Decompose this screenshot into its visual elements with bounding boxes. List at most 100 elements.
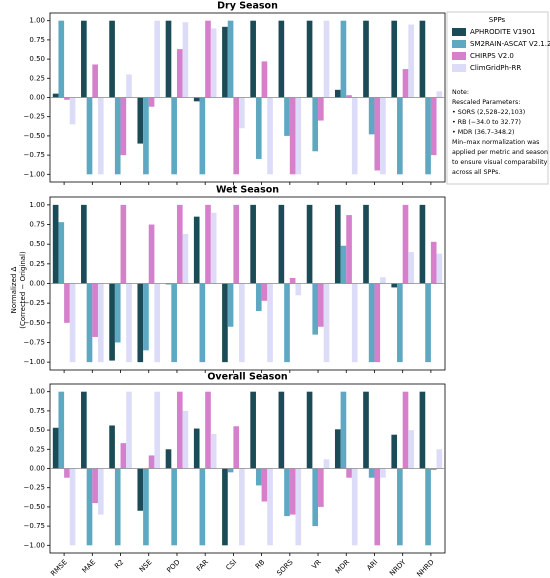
bar [312, 468, 319, 527]
y-tick-label: 0.00 [29, 280, 45, 288]
y-tick-label: 1.00 [29, 201, 45, 209]
bar [334, 204, 341, 284]
bar [397, 283, 403, 363]
bar [380, 277, 386, 284]
bar [261, 61, 268, 98]
bar [199, 283, 206, 363]
bar [114, 468, 121, 546]
bar [391, 434, 398, 469]
bar [109, 20, 115, 98]
bar [351, 283, 358, 363]
x-tick-label: R2 [113, 558, 125, 570]
note-line: • MDR (36.7–348.2) [452, 129, 514, 136]
bar [284, 283, 290, 363]
y-tick-label: −1.00 [24, 358, 45, 366]
x-tick-label: SORS [275, 558, 295, 578]
bar [154, 283, 161, 363]
x-tick-label: CSI [224, 558, 238, 572]
bar [182, 410, 189, 469]
bar [425, 468, 431, 546]
bar [109, 425, 115, 469]
bar [318, 97, 324, 121]
bar [148, 97, 155, 107]
bar [289, 468, 296, 515]
y-tick-label: −1.00 [24, 170, 45, 178]
bar [52, 204, 59, 284]
bar [193, 216, 200, 284]
bar [278, 204, 285, 284]
bar [148, 455, 155, 469]
bar [233, 97, 240, 175]
bar [250, 20, 256, 98]
bar [205, 204, 211, 284]
bar [143, 97, 149, 175]
bar [120, 97, 127, 156]
bar [199, 468, 206, 546]
x-tick-label: NSE [138, 558, 154, 574]
bar [165, 20, 172, 98]
bar [81, 20, 87, 98]
bar [222, 26, 228, 98]
bar [340, 20, 347, 98]
bar [233, 426, 240, 469]
bar [402, 69, 409, 98]
bar [97, 283, 104, 363]
bar [58, 20, 65, 98]
y-tick-label: 0.00 [29, 94, 45, 102]
bar [222, 283, 228, 363]
bar [114, 283, 121, 343]
bar [278, 20, 285, 98]
y-tick-label: 0.75 [29, 407, 45, 415]
bar [312, 97, 319, 152]
bar [436, 253, 443, 284]
y-tick-label: −0.50 [24, 132, 45, 140]
x-tick-label: NHRD [415, 558, 435, 578]
y-tick-label: 0.75 [29, 221, 45, 229]
bar [176, 204, 183, 284]
bar [368, 283, 375, 363]
bar [137, 468, 144, 511]
bar [86, 283, 93, 363]
bar [368, 97, 375, 135]
panel-title: Overall Season [207, 372, 288, 383]
panel-title: Wet Season [216, 185, 279, 196]
bar [374, 283, 381, 363]
bar [171, 97, 177, 175]
bar [109, 283, 115, 361]
y-tick-label: 0.25 [29, 260, 45, 268]
bar [165, 449, 172, 469]
bar [419, 20, 426, 98]
bar [126, 74, 132, 98]
bar [430, 468, 437, 471]
bar [261, 468, 268, 502]
y-tick-label: −0.75 [24, 151, 45, 159]
bar [323, 20, 330, 98]
bar [255, 97, 262, 159]
bar [312, 283, 319, 335]
bar [380, 468, 386, 478]
legend-title: SPPs [489, 16, 506, 24]
bar [436, 91, 443, 98]
bar [64, 283, 70, 323]
bar [363, 20, 369, 98]
y-tick-label: 0.50 [29, 426, 45, 434]
note-line: • SORS (2,528–22,103) [452, 109, 525, 116]
bar [199, 97, 206, 175]
bar [227, 468, 234, 473]
bar [126, 283, 132, 363]
bar [368, 468, 375, 478]
bar [351, 468, 358, 546]
bar [193, 428, 200, 469]
bar [64, 468, 70, 478]
bar [323, 459, 330, 469]
panel-title: Dry Season [217, 1, 278, 12]
bar [120, 443, 127, 469]
y-tick-label: −0.75 [24, 522, 45, 530]
y-tick-label: 1.00 [29, 388, 45, 396]
bar [419, 204, 426, 284]
y-tick-label: −0.25 [24, 113, 45, 121]
bar [227, 283, 234, 327]
bar [363, 204, 369, 284]
y-tick-label: 0.50 [29, 240, 45, 248]
bar [120, 204, 127, 284]
